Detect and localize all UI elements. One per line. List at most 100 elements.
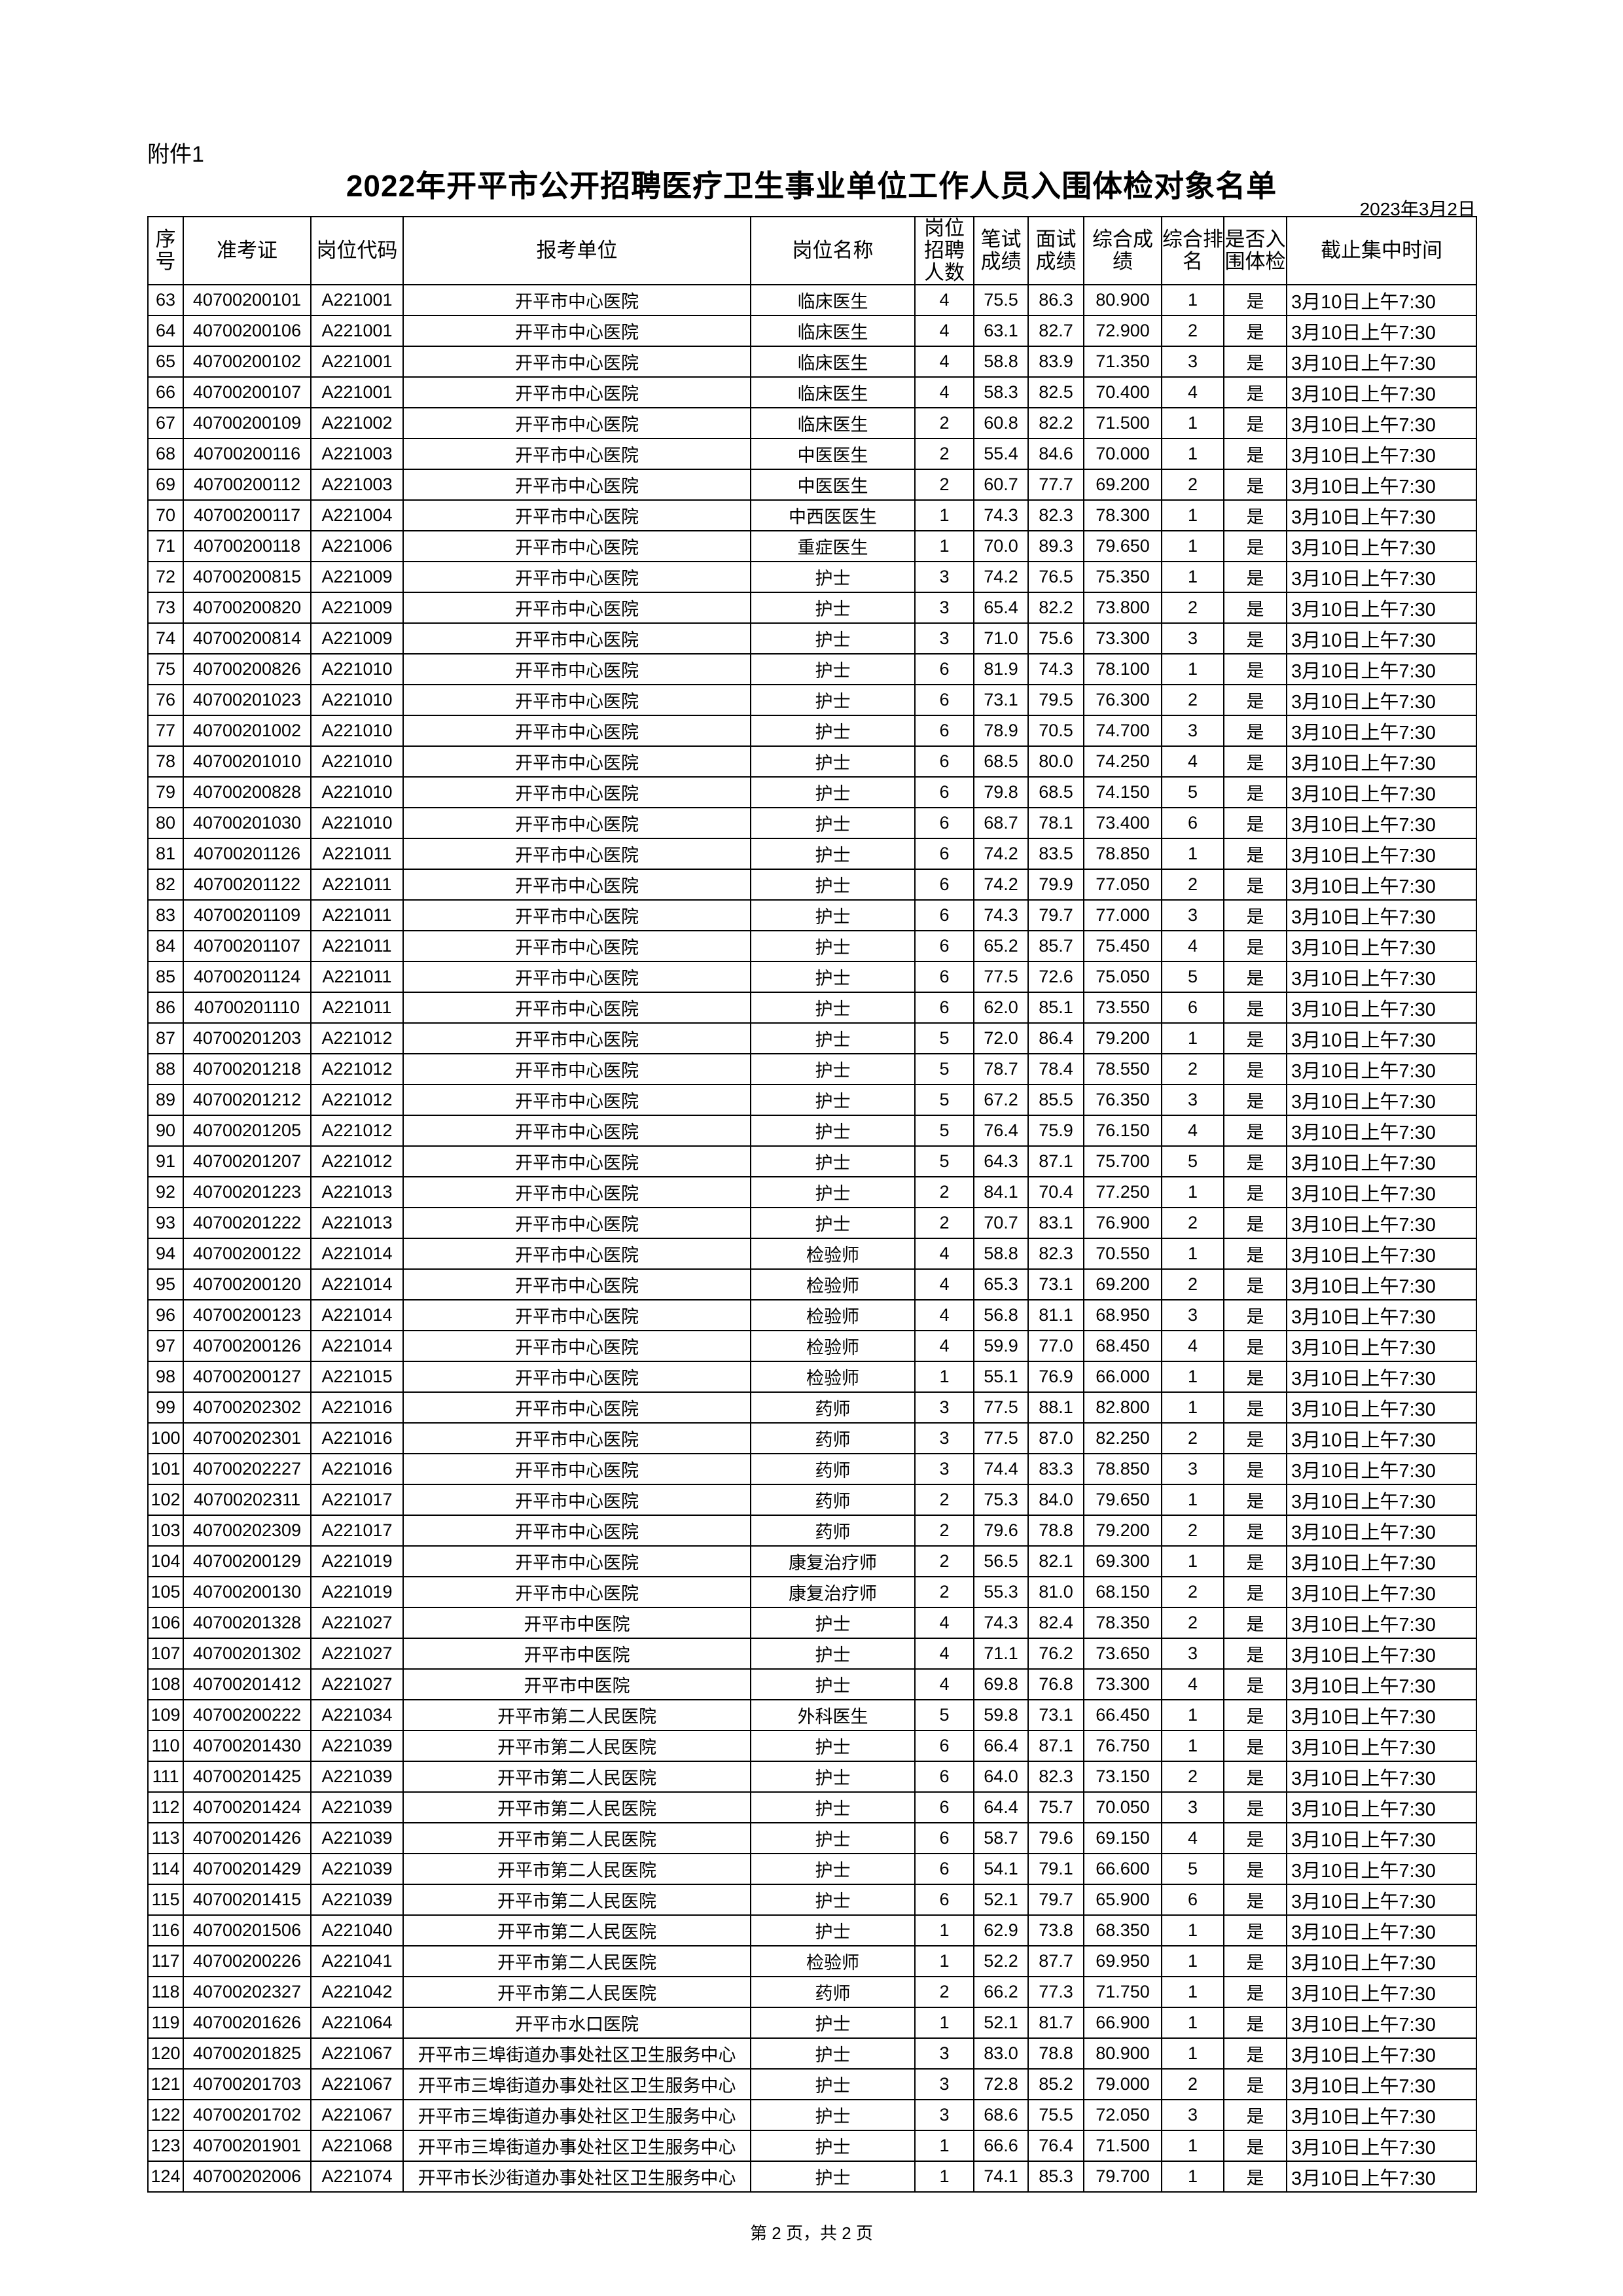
cell-shortlisted: 是 — [1223, 715, 1287, 747]
table-row: 63 40700200101 A221001 开平市中心医院 临床医生 4 75.5 86.3… — [147, 284, 1477, 316]
cell-deadline: 3月10日上午7:30 — [1286, 1207, 1477, 1239]
cell-total-score: 80.900 — [1083, 2037, 1162, 2070]
cell-exam-id: 40700201203 — [183, 1022, 312, 1054]
cell-interview-score: 87.1 — [1027, 1730, 1084, 1762]
table-row: 115 40700201415 A221039 开平市第二人民医院 护士 6 52.1 79.… — [147, 1884, 1477, 1916]
cell-position-code: A221002 — [310, 407, 404, 439]
cell-deadline: 3月10日上午7:30 — [1286, 1330, 1477, 1362]
cell-interview-score: 76.2 — [1027, 1638, 1084, 1670]
cell-position-name: 护士 — [750, 2161, 916, 2193]
cell-seq: 66 — [147, 376, 184, 408]
cell-deadline: 3月10日上午7:30 — [1286, 1761, 1477, 1793]
table-row: 87 40700201203 A221012 开平市中心医院 护士 5 72.0 86.4 79… — [147, 1022, 1477, 1054]
cell-exam-id: 40700201110 — [183, 992, 312, 1024]
cell-total-score: 69.200 — [1083, 1268, 1162, 1300]
cell-position-code: A221010 — [310, 807, 404, 839]
cell-exam-id: 40700202309 — [183, 1515, 312, 1547]
cell-written-score: 58.8 — [973, 346, 1029, 378]
cell-exam-id: 40700201023 — [183, 684, 312, 716]
table-row: 117 40700200226 A221041 开平市第二人民医院 检验师 1 52.2 87… — [147, 1945, 1477, 1977]
cell-rank: 2 — [1161, 1515, 1224, 1547]
cell-seq: 80 — [147, 807, 184, 839]
cell-seq: 100 — [147, 1422, 184, 1454]
cell-position-name: 临床医生 — [750, 346, 916, 378]
cell-seq: 114 — [147, 1853, 184, 1885]
cell-position-name: 临床医生 — [750, 407, 916, 439]
cell-position-name: 护士 — [750, 1791, 916, 1823]
cell-rank: 1 — [1161, 2037, 1224, 2070]
cell-written-score: 72.8 — [973, 2068, 1029, 2100]
cell-interview-score: 72.6 — [1027, 961, 1084, 993]
cell-exam-id: 40700201702 — [183, 2099, 312, 2131]
column-header-position-code: 岗位代码 — [310, 216, 404, 285]
cell-written-score: 65.4 — [973, 592, 1029, 624]
cell-deadline: 3月10日上午7:30 — [1286, 1607, 1477, 1639]
cell-position-code: A221019 — [310, 1545, 404, 1577]
cell-quota: 4 — [914, 1668, 974, 1700]
cell-position-name: 检验师 — [750, 1268, 916, 1300]
cell-position-code: A221012 — [310, 1115, 404, 1147]
cell-position-name: 护士 — [750, 745, 916, 778]
cell-quota: 4 — [914, 1638, 974, 1670]
column-header-rank: 综合排名 — [1161, 216, 1224, 285]
cell-unit: 开平市中心医院 — [402, 1268, 751, 1300]
cell-rank: 1 — [1161, 1699, 1224, 1731]
cell-rank: 5 — [1161, 1145, 1224, 1177]
cell-deadline: 3月10日上午7:30 — [1286, 745, 1477, 778]
cell-quota: 4 — [914, 315, 974, 347]
cell-written-score: 66.2 — [973, 1976, 1029, 2008]
cell-unit: 开平市中心医院 — [402, 992, 751, 1024]
cell-rank: 4 — [1161, 1115, 1224, 1147]
cell-deadline: 3月10日上午7:30 — [1286, 1638, 1477, 1670]
cell-position-code: A221027 — [310, 1638, 404, 1670]
cell-deadline: 3月10日上午7:30 — [1286, 2099, 1477, 2131]
cell-total-score: 76.350 — [1083, 1084, 1162, 1116]
cell-total-score: 69.200 — [1083, 469, 1162, 501]
cell-shortlisted: 是 — [1223, 622, 1287, 655]
table-row: 121 40700201703 A221067 开平市三埠街道办事处社区卫生服务中心护… — [147, 2068, 1477, 2100]
cell-position-code: A221074 — [310, 2161, 404, 2193]
cell-exam-id: 40700200107 — [183, 376, 312, 408]
cell-position-name: 中医医生 — [750, 438, 916, 470]
cell-exam-id: 40700200129 — [183, 1545, 312, 1577]
cell-position-code: A221010 — [310, 745, 404, 778]
cell-total-score: 71.500 — [1083, 407, 1162, 439]
cell-written-score: 68.7 — [973, 807, 1029, 839]
cell-quota: 2 — [914, 469, 974, 501]
cell-quota: 1 — [914, 2130, 974, 2162]
cell-exam-id: 40700200101 — [183, 284, 312, 316]
cell-interview-score: 78.8 — [1027, 1515, 1084, 1547]
cell-position-code: A221017 — [310, 1515, 404, 1547]
cell-unit: 开平市第二人民医院 — [402, 1884, 751, 1916]
cell-interview-score: 83.5 — [1027, 838, 1084, 870]
cell-position-name: 护士 — [750, 2099, 916, 2131]
cell-exam-id: 40700202227 — [183, 1453, 312, 1485]
cell-position-code: A221013 — [310, 1207, 404, 1239]
cell-shortlisted: 是 — [1223, 1545, 1287, 1577]
cell-unit: 开平市中心医院 — [402, 1545, 751, 1577]
table-row: 78 40700201010 A221010 开平市中心医院 护士 6 68.5 80.0 74… — [147, 745, 1477, 778]
cell-interview-score: 81.7 — [1027, 2007, 1084, 2039]
cell-position-code: A221009 — [310, 592, 404, 624]
cell-shortlisted: 是 — [1223, 1299, 1287, 1331]
cell-quota: 6 — [914, 899, 974, 931]
cell-interview-score: 83.9 — [1027, 346, 1084, 378]
cell-interview-score: 70.5 — [1027, 715, 1084, 747]
table-row: 103 40700202309 A221017 开平市中心医院 药师 2 79.6 78.8 7… — [147, 1515, 1477, 1547]
cell-deadline: 3月10日上午7:30 — [1286, 2037, 1477, 2070]
cell-interview-score: 76.4 — [1027, 2130, 1084, 2162]
table-row: 64 40700200106 A221001 开平市中心医院 临床医生 4 63.1 82.7… — [147, 315, 1477, 347]
table-row: 92 40700201223 A221013 开平市中心医院 护士 2 84.1 70.4 77… — [147, 1176, 1477, 1208]
cell-rank: 1 — [1161, 653, 1224, 685]
cell-shortlisted: 是 — [1223, 1730, 1287, 1762]
cell-position-code: A221016 — [310, 1453, 404, 1485]
cell-total-score: 77.250 — [1083, 1176, 1162, 1208]
cell-shortlisted: 是 — [1223, 1668, 1287, 1700]
cell-position-code: A221001 — [310, 284, 404, 316]
cell-exam-id: 40700200126 — [183, 1330, 312, 1362]
cell-seq: 76 — [147, 684, 184, 716]
cell-seq: 85 — [147, 961, 184, 993]
cell-unit: 开平市长沙街道办事处社区卫生服务中心 — [402, 2161, 751, 2193]
cell-deadline: 3月10日上午7:30 — [1286, 1822, 1477, 1854]
cell-position-name: 护士 — [750, 1207, 916, 1239]
